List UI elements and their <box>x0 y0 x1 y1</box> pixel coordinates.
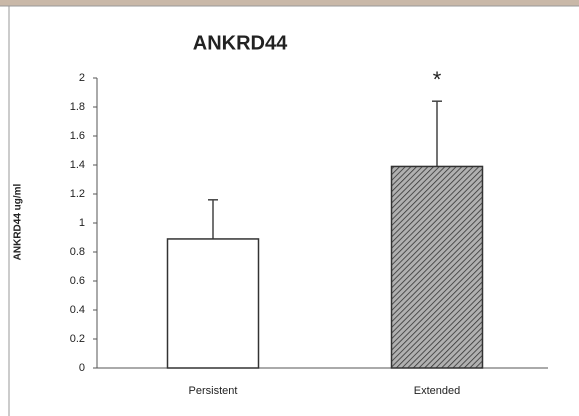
bar <box>166 238 260 369</box>
y-tick-label: 1.4 <box>70 159 85 171</box>
chart-title: ANKRD44 <box>193 32 288 54</box>
bar <box>390 165 484 369</box>
y-tick-label: 0 <box>79 362 85 374</box>
y-tick-label: 1.8 <box>70 101 85 113</box>
x-tick-label: Extended <box>414 385 460 397</box>
y-tick-label: 0.4 <box>70 304 85 316</box>
y-tick-label: 0.6 <box>70 275 85 287</box>
y-tick-label: 1 <box>79 217 85 229</box>
annotation: * <box>433 67 442 92</box>
y-tick-label: 0.2 <box>70 333 85 345</box>
cropped-strip <box>0 0 579 6</box>
y-axis-label: ANKRD44 ug/ml <box>13 183 24 260</box>
x-tick-label: Persistent <box>189 385 238 397</box>
y-tick-label: 1.2 <box>70 188 85 200</box>
y-tick-label: 2 <box>79 72 85 84</box>
y-tick-label: 0.8 <box>70 246 85 258</box>
y-tick-label: 1.6 <box>70 130 85 142</box>
